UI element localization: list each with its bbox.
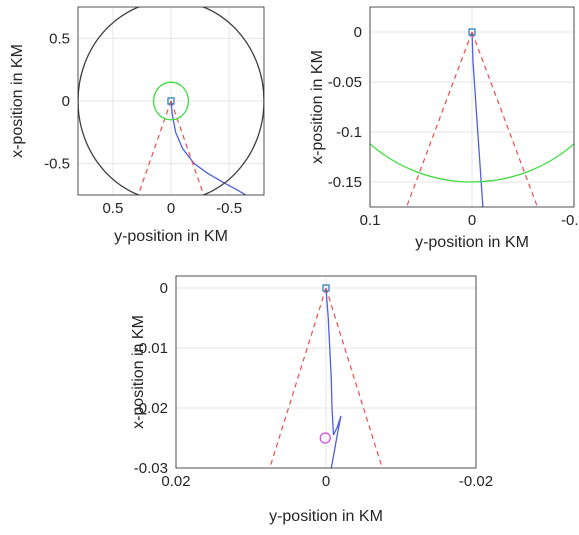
x-tick-label: -0.1 [561, 212, 579, 229]
x-tick-label: 0.5 [102, 200, 123, 217]
x-tick-label: -0.02 [459, 473, 493, 490]
plot-zoom-close: 0.02 0 -0.020-0.01-0.02-0.03y-position in … [130, 276, 493, 525]
y-tick-label: -0.5 [44, 156, 70, 173]
y-tick-label: 0.5 [49, 30, 70, 47]
x-axis-label: y-position in KM [415, 234, 529, 251]
plot-overview: 0.5 0 -0.5 0.5 0 -0.5 y-position in KM x-positi… [9, 1, 264, 245]
y-tick-label: 0 [160, 280, 168, 297]
x-tick-label: 0 [468, 212, 476, 229]
x-axis-label: y-position in KM [114, 228, 228, 245]
x-tick-label: 0 [167, 200, 175, 217]
y-axis-label: x-position in KM [309, 50, 326, 164]
x-tick-label: 0 [322, 473, 330, 490]
y-tick-label: -0.03 [134, 460, 168, 477]
plot-zoom-medium: 0.1 0 -0.1 0 -0.05 -0.1 -0.15 y-position in KM x… [309, 0, 579, 251]
y-axis-label: x-position in KM [9, 44, 26, 158]
y-tick-label: -0.15 [328, 174, 362, 191]
x-tick-label: 0.1 [360, 212, 381, 229]
y-axis-label: x-position in KM [130, 315, 147, 429]
y-tick-label: -0.1 [336, 124, 362, 141]
y-tick-label: 0 [62, 93, 70, 110]
y-tick-label: 0 [354, 24, 362, 41]
x-axis-label: y-position in KM [269, 508, 383, 525]
y-tick-label: -0.05 [328, 74, 362, 91]
x-tick-label: -0.5 [216, 200, 242, 217]
